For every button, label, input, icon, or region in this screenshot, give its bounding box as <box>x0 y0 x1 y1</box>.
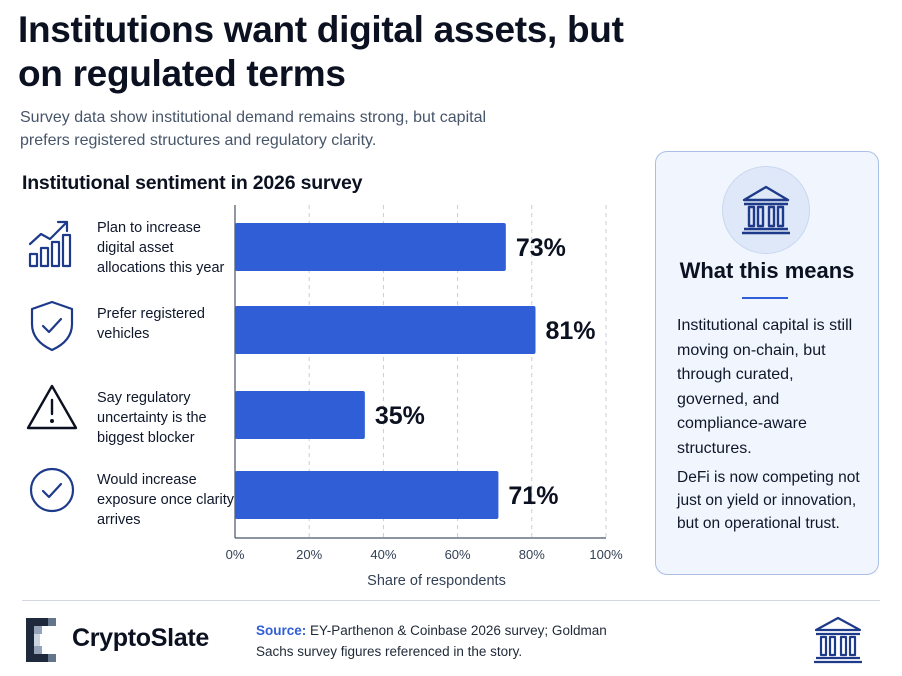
row-label-increase-allocations: Plan to increase digital asset allocatio… <box>97 220 225 276</box>
page-subtitle: Survey data show institutional demand re… <box>20 109 487 149</box>
row-label-registered-vehicles: Prefer registered vehicles <box>97 306 205 342</box>
cryptoslate-logo-icon <box>26 618 56 662</box>
bar <box>235 391 365 439</box>
warning-triangle-icon <box>26 384 78 430</box>
bar-value-label: 81% <box>546 317 596 345</box>
footer-divider <box>22 600 880 601</box>
panel-icon-badge <box>722 166 810 254</box>
check-circle-icon <box>29 467 75 513</box>
bar-value-label: 73% <box>516 234 566 262</box>
bar-value-label: 35% <box>375 402 425 430</box>
insight-panel: What this means Institutional capital is… <box>655 151 879 575</box>
bank-building-icon <box>814 616 862 664</box>
source-label: Source: <box>256 623 307 638</box>
bar-value-label: 71% <box>508 482 558 510</box>
shield-check-icon <box>30 300 74 352</box>
bar <box>235 223 506 271</box>
bar <box>235 306 536 354</box>
panel-divider <box>742 297 788 299</box>
x-tick-label: 0% <box>226 547 245 562</box>
row-label-regulatory-blocker: Say regulatory uncertainty is the bigges… <box>97 390 207 446</box>
x-tick-label: 20% <box>296 547 322 562</box>
source-text: EY-Parthenon & Coinbase 2026 survey; Gol… <box>256 623 607 659</box>
x-tick-label: 100% <box>589 547 623 562</box>
bank-building-icon <box>742 185 790 235</box>
row-label-increase-exposure: Would increase exposure once clarity arr… <box>97 472 235 528</box>
page-title: Institutions want digital assets, but on… <box>18 9 624 94</box>
growth-chart-icon <box>28 220 72 268</box>
x-tick-label: 40% <box>370 547 396 562</box>
x-tick-label: 60% <box>445 547 471 562</box>
x-axis-title: Share of respondents <box>367 573 506 589</box>
chart-section-title: Institutional sentiment in 2026 survey <box>22 172 363 194</box>
bar <box>235 471 499 519</box>
source-note: Source: EY-Parthenon & Coinbase 2026 sur… <box>256 620 616 662</box>
x-tick-label: 80% <box>519 547 545 562</box>
panel-heading: What this means <box>679 258 855 283</box>
panel-paragraph-2: DeFi is now competing not just on yield … <box>677 469 860 532</box>
brand-name: CryptoSlate <box>72 624 210 652</box>
panel-paragraph-1: Institutional capital is still moving on… <box>677 317 853 457</box>
